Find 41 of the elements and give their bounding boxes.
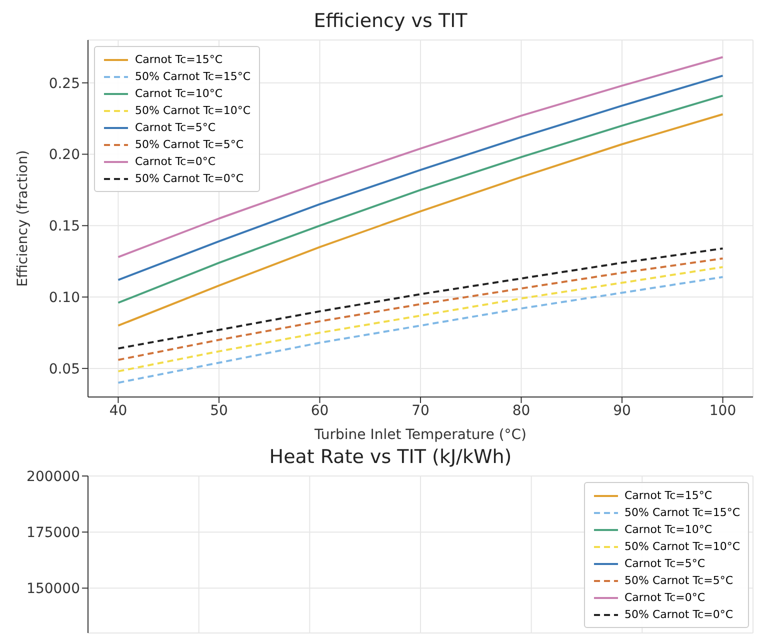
legend-label: Carnot Tc=5°C	[624, 557, 706, 570]
line-series	[117, 247, 724, 350]
x-tick-label: 40	[109, 402, 128, 419]
legend-label: 50% Carnot Tc=0°C	[624, 608, 734, 621]
y-tick-label: 200000	[26, 468, 80, 485]
x-tick-label: 100	[709, 402, 736, 419]
y-tick-label: 175000	[26, 525, 80, 542]
line-series	[117, 257, 724, 361]
legend-label: Carnot Tc=0°C	[624, 591, 706, 604]
chart-title: Heat Rate vs TIT (kJ/kWh)	[268, 445, 513, 470]
y-tick-label: 0.10	[48, 290, 80, 306]
chart-title: Efficiency vs TIT	[312, 9, 468, 34]
legend-label: Carnot Tc=5°C	[135, 121, 216, 134]
x-axis-title: Turbine Inlet Temperature (°C)	[313, 427, 527, 443]
legend-label: Carnot Tc=15°C	[135, 53, 223, 66]
legend-label: Carnot Tc=0°C	[135, 155, 216, 168]
legend-label: 50% Carnot Tc=10°C	[624, 540, 740, 553]
y-tick-label: 0.05	[48, 361, 80, 378]
line-series	[117, 276, 724, 384]
y-tick-label: 0.15	[48, 218, 80, 235]
line-series	[117, 56, 724, 258]
line-series	[117, 266, 724, 372]
y-tick-label: 0.20	[48, 147, 80, 164]
x-tick-label: 80	[512, 402, 530, 419]
y-axis-title: Efficiency (fraction)	[14, 150, 31, 287]
legend-label: 50% Carnot Tc=5°C	[135, 138, 244, 151]
x-tick-label: 90	[613, 402, 631, 419]
legend-label: Carnot Tc=10°C	[624, 523, 712, 536]
legend-label: Carnot Tc=10°C	[135, 87, 223, 100]
y-tick-label: 150000	[26, 581, 80, 598]
x-tick-label: 60	[310, 402, 329, 419]
legend-label: 50% Carnot Tc=5°C	[624, 574, 734, 587]
legend-label: Carnot Tc=15°C	[624, 489, 712, 502]
x-tick-label: 70	[412, 402, 430, 419]
x-tick-label: 50	[210, 402, 228, 419]
legend-label: 50% Carnot Tc=15°C	[135, 70, 250, 83]
legend-label: 50% Carnot Tc=0°C	[135, 172, 244, 185]
line-series	[117, 113, 724, 327]
legend-label: 50% Carnot Tc=10°C	[135, 104, 250, 117]
legend-label: 50% Carnot Tc=15°C	[624, 506, 740, 519]
y-tick-label: 0.25	[48, 76, 80, 92]
